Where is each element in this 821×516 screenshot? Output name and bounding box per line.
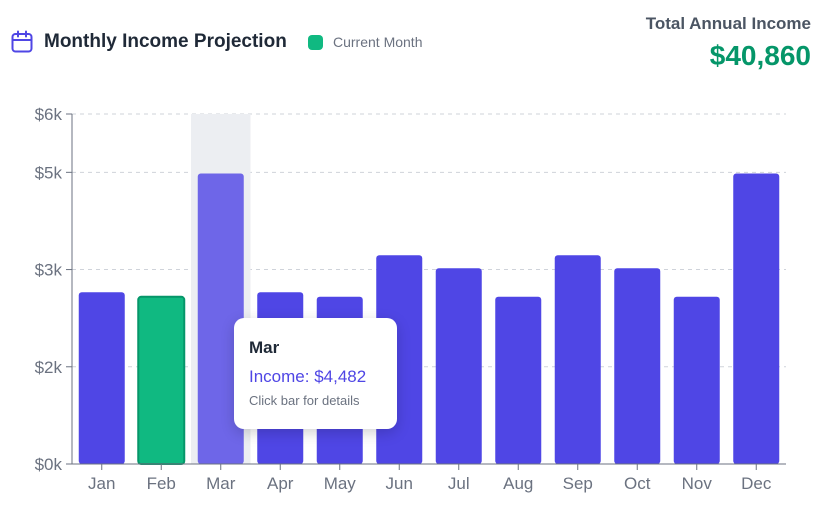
x-tick-label: Jan	[88, 474, 115, 493]
y-tick-label: $6k	[35, 105, 63, 124]
legend: Current Month	[308, 34, 422, 50]
bar-tooltip: Mar Income: $4,482 Click bar for details	[234, 318, 397, 429]
x-tick-label: May	[324, 474, 357, 493]
tooltip-income: Income: $4,482	[249, 367, 367, 386]
bar-dec[interactable]	[733, 173, 780, 465]
y-tick-label: $2k	[35, 358, 63, 377]
bar-feb[interactable]	[137, 295, 186, 465]
bar-aug[interactable]	[495, 296, 542, 464]
bar-oct[interactable]	[614, 268, 661, 464]
x-tick-label: Dec	[741, 474, 772, 493]
bar-jan[interactable]	[78, 292, 125, 464]
x-tick-label: Jul	[448, 474, 470, 493]
y-tick-label: $5k	[35, 163, 63, 182]
x-tick-label: Oct	[624, 474, 651, 493]
legend-swatch-current-month	[308, 34, 323, 50]
x-tick-label: Apr	[267, 474, 294, 493]
bar-jul[interactable]	[435, 268, 482, 464]
bar-nov[interactable]	[673, 296, 720, 464]
bar-mar[interactable]	[197, 173, 244, 465]
x-tick-label: Jun	[386, 474, 413, 493]
y-tick-label: $0k	[35, 455, 63, 474]
chart-header: Monthly Income Projection Current Month …	[0, 0, 821, 90]
x-tick-label: Nov	[682, 474, 713, 493]
y-tick-label: $3k	[35, 261, 63, 280]
x-tick-label: Sep	[563, 474, 593, 493]
legend-label-current-month: Current Month	[333, 34, 423, 50]
tooltip-month: Mar	[249, 338, 280, 357]
x-tick-label: Aug	[503, 474, 533, 493]
chart-title: Monthly Income Projection	[44, 31, 287, 52]
x-tick-label: Mar	[206, 474, 236, 493]
total-annual-income-label: Total Annual Income	[645, 14, 811, 33]
bar-sep[interactable]	[554, 255, 601, 464]
total-annual-income-value: $40,860	[709, 40, 811, 71]
total-annual-income: Total Annual Income $40,860	[646, 14, 811, 72]
x-tick-label: Feb	[147, 474, 176, 493]
calendar-icon	[11, 30, 33, 53]
tooltip-hint: Click bar for details	[249, 393, 360, 408]
